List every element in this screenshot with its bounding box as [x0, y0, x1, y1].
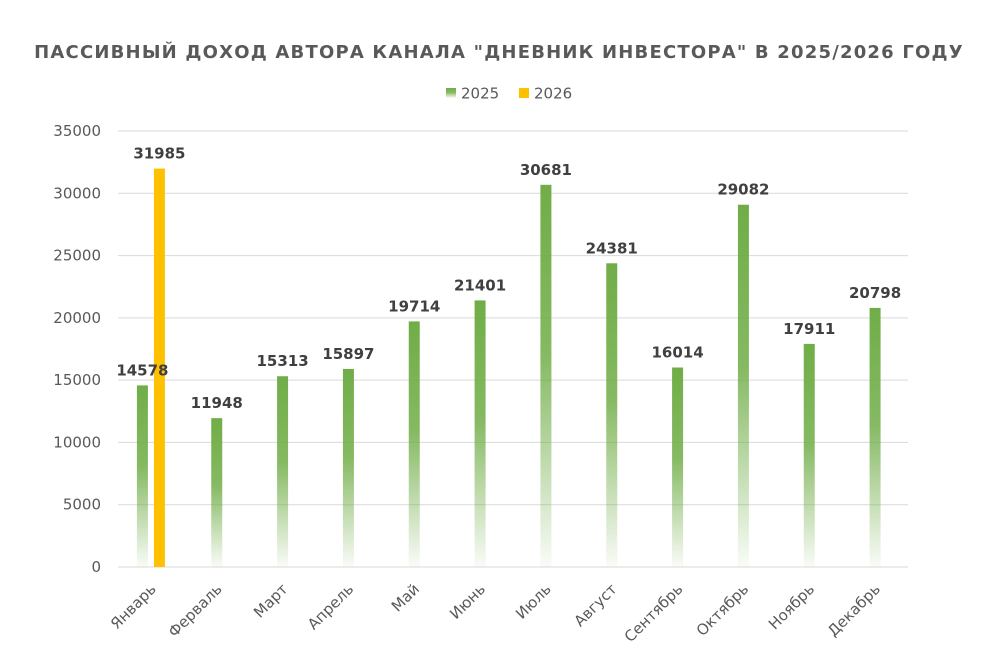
bar-2025: [342, 368, 354, 567]
data-label: 16014: [651, 344, 703, 362]
y-tick-label: 25000: [53, 247, 101, 265]
y-tick-label: 5000: [63, 496, 101, 514]
data-label: 20798: [849, 284, 901, 302]
x-tick-label: Сентябрь: [621, 580, 687, 646]
bar-2025: [869, 307, 881, 567]
legend: 2025 2026: [446, 85, 572, 103]
bar-2025: [737, 204, 749, 567]
data-label: 14578: [116, 361, 168, 379]
chart-title: ПАССИВНЫЙ ДОХОД АВТОРА КАНАЛА "ДНЕВНИК И…: [34, 41, 964, 63]
bar-2025: [408, 321, 420, 567]
bar-2025: [672, 367, 684, 567]
data-label: 17911: [783, 320, 835, 338]
x-tick-label: Ферваль: [165, 580, 226, 641]
data-labels: 14578 31985 11948 15313 15897 19714 21401 30681…: [116, 145, 901, 413]
x-tick-label: Июнь: [446, 580, 489, 623]
data-label: 30681: [520, 161, 572, 179]
bar-2025: [211, 418, 223, 567]
bar-2025: [136, 385, 148, 567]
data-label: 31985: [133, 145, 185, 163]
x-tick-label: Август: [570, 580, 620, 630]
bars: [136, 168, 881, 567]
x-tick-label: Май: [388, 580, 423, 615]
legend-label-2026: 2026: [534, 85, 572, 103]
x-tick-label: Январь: [107, 580, 160, 633]
x-tick-label: Март: [250, 580, 291, 621]
x-tick-label: Октябрь: [693, 580, 753, 640]
data-label: 11948: [191, 394, 243, 412]
x-axis: Январь Ферваль Март Апрель Май Июнь Июль Август…: [107, 580, 884, 646]
bar-2025: [803, 343, 815, 567]
bar-2025: [540, 184, 552, 567]
data-label: 24381: [586, 239, 638, 257]
data-label: 29082: [717, 181, 769, 199]
bar-2025: [606, 263, 618, 567]
y-tick-label: 15000: [53, 371, 101, 389]
x-tick-label: Ноябрь: [765, 580, 818, 633]
bar-2025: [474, 300, 486, 567]
bar-2026: [153, 168, 165, 567]
data-label: 15897: [322, 345, 374, 363]
y-tick-label: 20000: [53, 309, 101, 327]
y-tick-label: 30000: [53, 184, 101, 202]
data-label: 21401: [454, 276, 506, 294]
gridlines: [118, 130, 908, 568]
x-tick-label: Апрель: [304, 580, 357, 633]
y-tick-label: 0: [91, 558, 101, 576]
x-tick-label: Декабрь: [824, 580, 884, 640]
x-tick-label: Июль: [512, 580, 555, 623]
data-label: 15313: [256, 352, 308, 370]
y-axis: 0 5000 10000 15000 20000 25000 30000 35000: [53, 122, 101, 576]
bar-2025: [277, 376, 289, 567]
data-label: 19714: [388, 297, 440, 315]
y-tick-label: 35000: [53, 122, 101, 140]
legend-swatch-2026: [519, 88, 529, 98]
legend-swatch-2025: [446, 88, 456, 98]
y-tick-label: 10000: [53, 433, 101, 451]
legend-label-2025: 2025: [461, 85, 499, 103]
